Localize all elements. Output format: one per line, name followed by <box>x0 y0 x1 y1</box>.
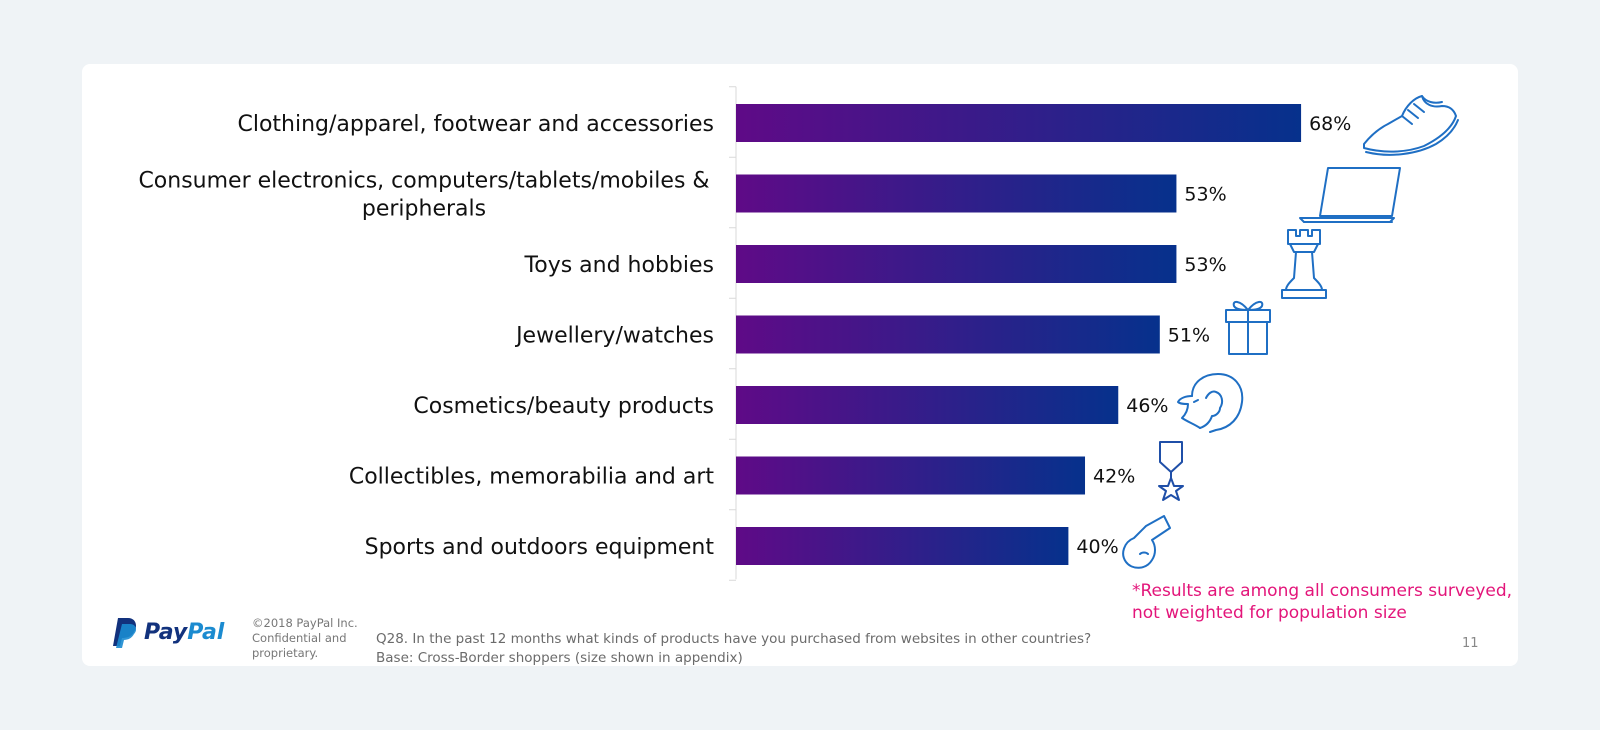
category-label: Toys and hobbies <box>524 253 714 278</box>
copyright-line-2: Confidential and <box>252 631 347 645</box>
bar <box>736 104 1302 142</box>
bar <box>736 315 1160 354</box>
medal-icon <box>1158 441 1184 501</box>
category-label: peripherals <box>362 197 486 222</box>
paypal-logo: PayPal <box>110 616 224 648</box>
page-number: 11 <box>1462 636 1479 651</box>
gift-box-icon <box>1225 300 1271 355</box>
category-label: Consumer electronics, computers/tablets/… <box>138 169 709 194</box>
chess-rook-icon <box>1281 229 1327 299</box>
question-text: Q28. In the past 12 months what kinds of… <box>376 631 1092 647</box>
laptop-icon <box>1299 167 1401 223</box>
survey-note-line-1: *Results are among all consumers surveye… <box>1132 581 1513 601</box>
bar-value-label: 53% <box>1184 184 1226 206</box>
bar <box>736 386 1119 424</box>
bar <box>736 527 1069 565</box>
bar-value-label: 40% <box>1076 536 1118 558</box>
logo-text-pal: Pal <box>187 619 225 645</box>
bar-value-label: 68% <box>1309 113 1351 135</box>
copyright-line-3: proprietary. <box>252 646 319 660</box>
category-label: Clothing/apparel, footwear and accessori… <box>238 112 715 137</box>
base-text: Base: Cross-Border shoppers (size shown … <box>376 650 743 666</box>
logo-text-pay: Pay <box>144 619 188 645</box>
sneaker-icon <box>1363 95 1459 156</box>
whistle-icon <box>1122 515 1171 569</box>
bar-value-label: 51% <box>1168 325 1210 347</box>
category-label: Sports and outdoors equipment <box>365 535 715 560</box>
survey-note: *Results are among all consumers surveye… <box>1132 580 1512 624</box>
bar <box>736 245 1177 283</box>
bar-value-label: 42% <box>1093 466 1135 488</box>
bar-value-label: 46% <box>1126 395 1168 417</box>
category-label: Jewellery/watches <box>514 324 714 349</box>
survey-note-line-2: not weighted for population size <box>1132 603 1407 623</box>
question-footnote: Q28. In the past 12 months what kinds of… <box>376 630 1091 668</box>
bar <box>736 174 1177 213</box>
paypal-p-icon <box>113 618 136 648</box>
bar-value-label: 53% <box>1184 254 1226 276</box>
slide-card <box>82 64 1518 666</box>
category-label: Collectibles, memorabilia and art <box>349 465 715 490</box>
copyright-text: ©2018 PayPal Inc. Confidential and propr… <box>252 616 358 661</box>
woman-face-icon <box>1177 373 1244 433</box>
copyright-line-1: ©2018 PayPal Inc. <box>252 616 358 630</box>
category-label: Cosmetics/beauty products <box>413 394 714 419</box>
bar <box>736 456 1086 495</box>
